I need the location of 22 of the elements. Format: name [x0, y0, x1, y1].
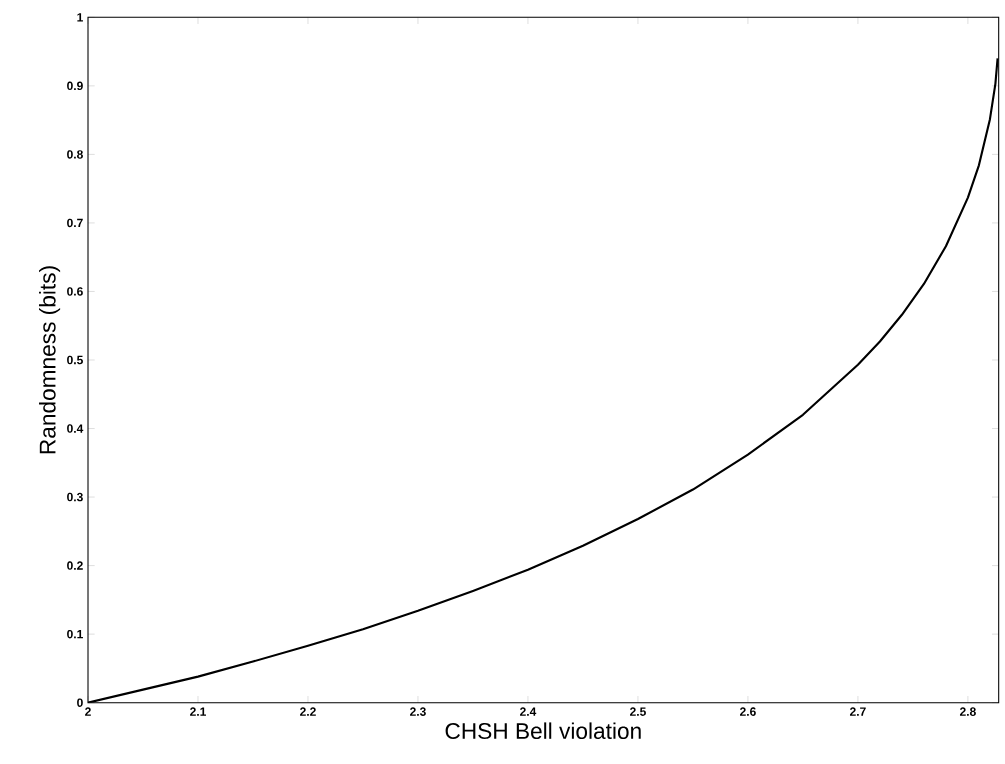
y-tick-label: 0.7 — [67, 218, 83, 228]
y-tick-label: 0.2 — [67, 561, 83, 570]
x-tick-label: 2.5 — [630, 707, 646, 716]
y-tick-label: 0.9 — [67, 81, 83, 91]
y-tick-label: 0.4 — [67, 424, 84, 433]
x-tick-label: 2.7 — [849, 707, 866, 716]
x-tick-label: 2.8 — [959, 707, 976, 716]
y-tick-label: 1 — [77, 13, 83, 22]
x-axis-title: CHSH Bell violation — [445, 722, 641, 740]
x-tick-label: 2.6 — [740, 707, 756, 716]
y-tick-label: 0.3 — [67, 492, 83, 502]
x-tick-label: 2.3 — [410, 707, 426, 716]
x-tick-label: 2 — [85, 707, 91, 716]
y-tick-label: 0.6 — [67, 287, 83, 296]
y-tick-label: 0.8 — [67, 150, 83, 159]
x-tick-label: 2.4 — [520, 707, 537, 716]
x-tick-label: 2.1 — [190, 707, 206, 716]
y-tick-label: 0.5 — [67, 355, 83, 365]
x-tick-label: 2.2 — [300, 707, 316, 716]
y-tick-label: 0.1 — [67, 629, 83, 639]
y-tick-label: 0 — [77, 698, 83, 707]
y-axis-title: Randomness (bits) — [39, 266, 61, 454]
